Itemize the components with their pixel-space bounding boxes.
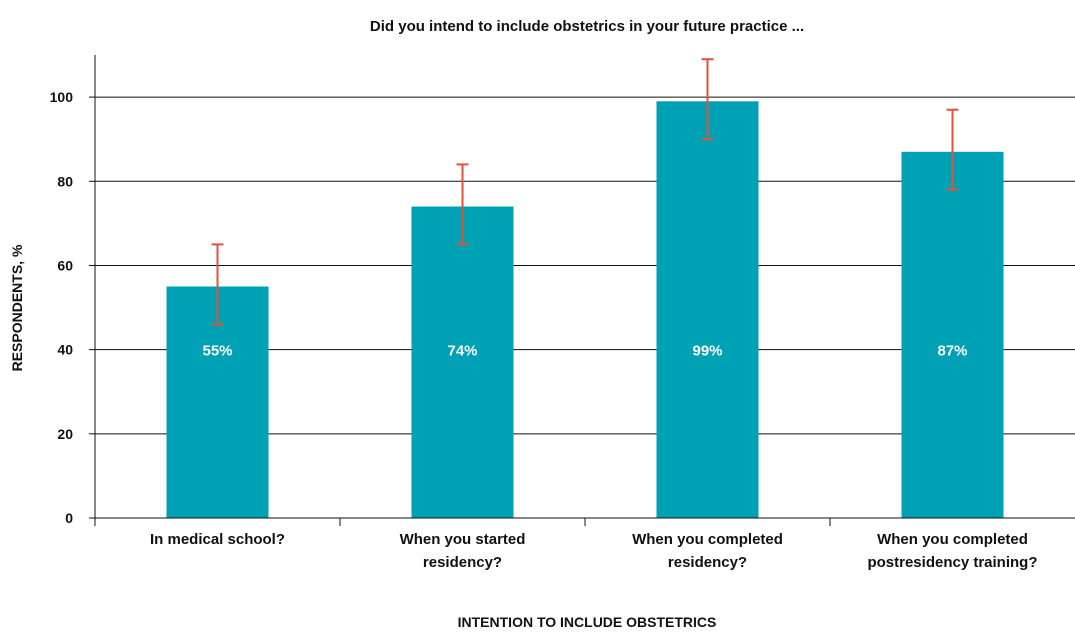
x-tick-label: When you completed postresidency training… — [867, 531, 1037, 571]
y-tick-label: 60 — [57, 257, 73, 273]
x-tick-label-line: residency? — [423, 554, 502, 571]
bar-value-label: 55% — [202, 343, 232, 360]
y-tick-label: 20 — [57, 426, 73, 442]
x-tick-label: When you completed residency? — [632, 531, 783, 571]
bar — [411, 206, 514, 518]
bar-value-label: 99% — [692, 343, 722, 360]
x-tick-label-line: In medical school? — [150, 531, 285, 548]
error-bars — [211, 58, 959, 326]
x-tick-label: When you started residency? — [400, 531, 526, 571]
x-axis-label: INTENTION TO INCLUDE OBSTETRICS — [458, 614, 717, 630]
y-tick-label: 40 — [57, 342, 73, 358]
x-tick-label-line: residency? — [668, 554, 747, 571]
bar-value-label: 74% — [447, 343, 477, 360]
x-tick-label-line: When you completed — [877, 531, 1028, 548]
bar — [656, 101, 759, 519]
x-tick-label-line: When you started — [400, 531, 526, 548]
x-tick-labels: In medical school? When you started reside… — [150, 531, 1038, 571]
bars — [166, 101, 1004, 519]
axes — [89, 55, 1075, 526]
bar — [901, 151, 1004, 519]
y-axis-label: RESPONDENTS, % — [9, 244, 25, 371]
x-tick-label-line: postresidency training? — [867, 554, 1037, 571]
y-tick-label: 80 — [57, 173, 73, 189]
bar-value-labels: 55% 74% 99% 87% — [202, 343, 967, 360]
x-tick-label-line: When you completed — [632, 531, 783, 548]
y-tick-labels: 0 20 40 60 80 100 — [50, 89, 74, 526]
x-tick-label: In medical school? — [150, 531, 285, 548]
y-tick-label: 0 — [65, 510, 73, 526]
y-tick-label: 100 — [50, 89, 74, 105]
bar-value-label: 87% — [937, 343, 967, 360]
chart-title: Did you intend to include obstetrics in … — [370, 18, 804, 35]
